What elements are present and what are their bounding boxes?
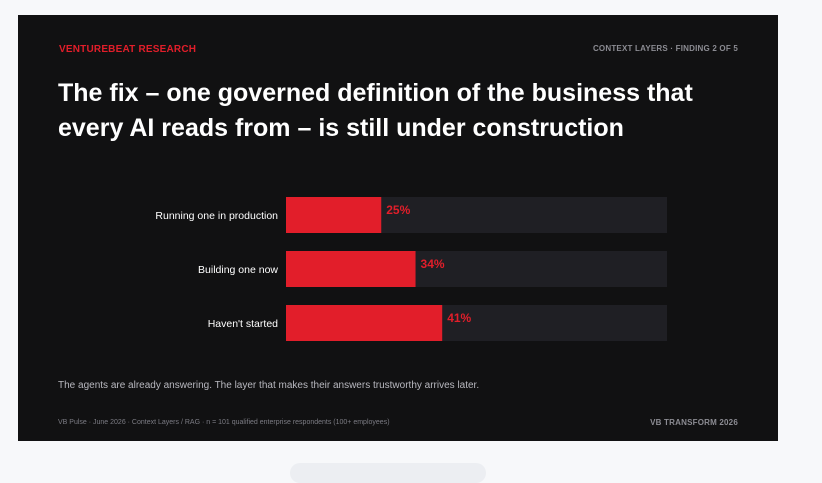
brand-label: VENTUREBEAT RESEARCH xyxy=(59,44,197,55)
bottom-pill xyxy=(290,463,486,483)
category-label: Haven't started xyxy=(208,318,278,330)
event-label: VB TRANSFORM 2026 xyxy=(650,418,738,427)
bar xyxy=(286,305,443,341)
category-label: Running one in production xyxy=(155,210,278,222)
value-label: 25% xyxy=(386,203,410,217)
finding-indicator: CONTEXT LAYERS · FINDING 2 OF 5 xyxy=(592,44,738,53)
bar xyxy=(286,197,382,233)
slide: VENTUREBEAT RESEARCH CONTEXT LAYERS · FI… xyxy=(18,15,778,441)
bar xyxy=(286,251,416,287)
value-label: 34% xyxy=(421,257,445,271)
slide-title: The fix – one governed definition of the… xyxy=(58,79,693,142)
bar-chart: Running one in production 25% Building one… xyxy=(155,197,667,341)
value-label: 41% xyxy=(447,311,471,325)
chart-caption: The agents are already answering. The la… xyxy=(58,380,480,391)
source-note: VB Pulse · June 2026 · Context Layers / … xyxy=(58,419,390,426)
category-label: Building one now xyxy=(198,264,278,276)
